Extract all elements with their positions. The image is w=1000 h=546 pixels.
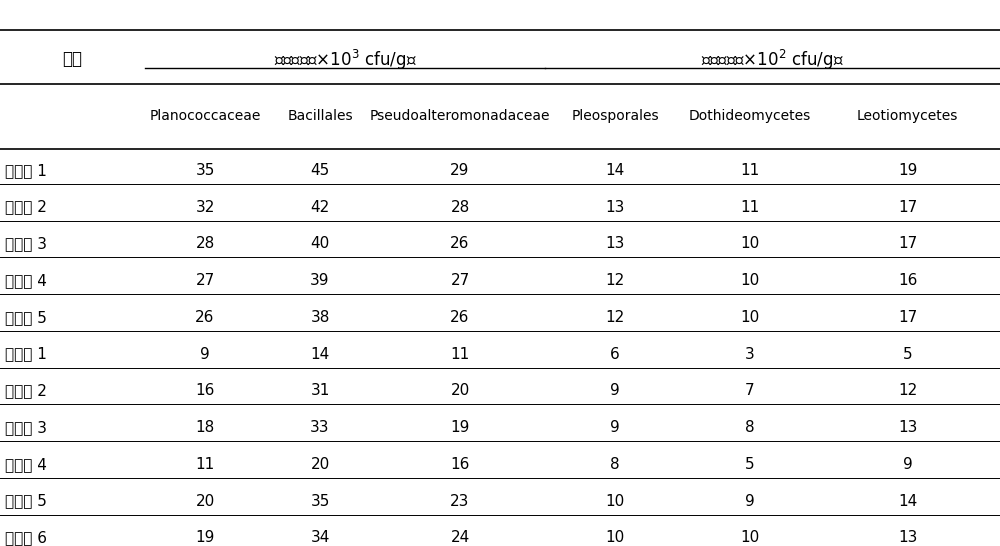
Text: 17: 17	[898, 310, 917, 325]
Text: 5: 5	[745, 457, 755, 472]
Text: 9: 9	[610, 383, 620, 399]
Text: 11: 11	[195, 457, 215, 472]
Text: 45: 45	[310, 163, 330, 178]
Text: 14: 14	[605, 163, 625, 178]
Text: Pseudoalteromonadaceae: Pseudoalteromonadaceae	[370, 109, 550, 123]
Text: 10: 10	[740, 530, 760, 545]
Text: 10: 10	[740, 236, 760, 251]
Text: 20: 20	[195, 494, 215, 509]
Text: 19: 19	[195, 530, 215, 545]
Text: 13: 13	[898, 420, 917, 435]
Text: 对比例 6: 对比例 6	[5, 530, 47, 545]
Text: 9: 9	[903, 457, 912, 472]
Text: 20: 20	[310, 457, 330, 472]
Text: 29: 29	[450, 163, 470, 178]
Text: 12: 12	[898, 383, 917, 399]
Text: 27: 27	[195, 273, 215, 288]
Text: 对比例 5: 对比例 5	[5, 494, 47, 509]
Text: 14: 14	[310, 347, 330, 361]
Text: 35: 35	[195, 163, 215, 178]
Text: 5: 5	[903, 347, 912, 361]
Text: 18: 18	[195, 420, 215, 435]
Text: 28: 28	[450, 199, 470, 215]
Text: 细菌数量（×10$^3$ cfu/g）: 细菌数量（×10$^3$ cfu/g）	[274, 48, 416, 72]
Text: 39: 39	[310, 273, 330, 288]
Text: 10: 10	[605, 530, 625, 545]
Text: 10: 10	[605, 494, 625, 509]
Text: 40: 40	[310, 236, 330, 251]
Text: 9: 9	[200, 347, 210, 361]
Text: 8: 8	[745, 420, 755, 435]
Text: 9: 9	[745, 494, 755, 509]
Text: 17: 17	[898, 236, 917, 251]
Text: 16: 16	[450, 457, 470, 472]
Text: Bacillales: Bacillales	[287, 109, 353, 123]
Text: 6: 6	[610, 347, 620, 361]
Text: 38: 38	[310, 310, 330, 325]
Text: Pleosporales: Pleosporales	[571, 109, 659, 123]
Text: 26: 26	[195, 310, 215, 325]
Text: 12: 12	[605, 273, 625, 288]
Text: 20: 20	[450, 383, 470, 399]
Text: 8: 8	[610, 457, 620, 472]
Text: 7: 7	[745, 383, 755, 399]
Text: 真菌数量（×10$^2$ cfu/g）: 真菌数量（×10$^2$ cfu/g）	[701, 48, 844, 72]
Text: Dothideomycetes: Dothideomycetes	[689, 109, 811, 123]
Text: 26: 26	[450, 310, 470, 325]
Text: 13: 13	[605, 199, 625, 215]
Text: 33: 33	[310, 420, 330, 435]
Text: 10: 10	[740, 310, 760, 325]
Text: 16: 16	[898, 273, 917, 288]
Text: 3: 3	[745, 347, 755, 361]
Text: 19: 19	[450, 420, 470, 435]
Text: 28: 28	[195, 236, 215, 251]
Text: 26: 26	[450, 236, 470, 251]
Text: 13: 13	[605, 236, 625, 251]
Text: 19: 19	[898, 163, 917, 178]
Text: 27: 27	[450, 273, 470, 288]
Text: 对比例 1: 对比例 1	[5, 347, 47, 361]
Text: 实施例 3: 实施例 3	[5, 236, 47, 251]
Text: 32: 32	[195, 199, 215, 215]
Text: 11: 11	[740, 199, 760, 215]
Text: Leotiomycetes: Leotiomycetes	[857, 109, 958, 123]
Text: 11: 11	[740, 163, 760, 178]
Text: 对比例 3: 对比例 3	[5, 420, 47, 435]
Text: 实施例 5: 实施例 5	[5, 310, 47, 325]
Text: 16: 16	[195, 383, 215, 399]
Text: 实施例 1: 实施例 1	[5, 163, 47, 178]
Text: 35: 35	[310, 494, 330, 509]
Text: 24: 24	[450, 530, 470, 545]
Text: Planococcaceae: Planococcaceae	[149, 109, 261, 123]
Text: 23: 23	[450, 494, 470, 509]
Text: 42: 42	[310, 199, 330, 215]
Text: 14: 14	[898, 494, 917, 509]
Text: 处理: 处理	[62, 50, 82, 68]
Text: 13: 13	[898, 530, 917, 545]
Text: 31: 31	[310, 383, 330, 399]
Text: 9: 9	[610, 420, 620, 435]
Text: 12: 12	[605, 310, 625, 325]
Text: 34: 34	[310, 530, 330, 545]
Text: 11: 11	[450, 347, 470, 361]
Text: 10: 10	[740, 273, 760, 288]
Text: 对比例 2: 对比例 2	[5, 383, 47, 399]
Text: 实施例 4: 实施例 4	[5, 273, 47, 288]
Text: 对比例 4: 对比例 4	[5, 457, 47, 472]
Text: 实施例 2: 实施例 2	[5, 199, 47, 215]
Text: 17: 17	[898, 199, 917, 215]
